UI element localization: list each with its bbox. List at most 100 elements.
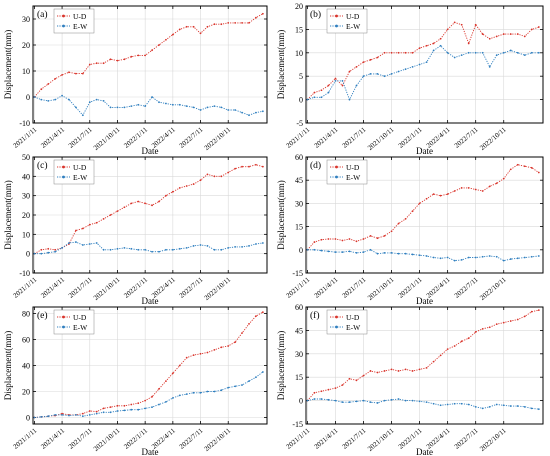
data-point-u-d (102, 217, 105, 220)
data-point-e-w (116, 106, 119, 109)
data-point-u-d (488, 185, 491, 188)
data-point-u-d (502, 177, 505, 180)
y-tick-label: 0 (299, 96, 303, 105)
data-point-u-d (467, 337, 470, 340)
data-point-e-w (109, 106, 112, 109)
data-point-e-w (383, 251, 386, 254)
legend-marker-e-w (62, 175, 65, 179)
data-point-e-w (306, 248, 309, 251)
data-point-e-w (261, 242, 264, 244)
data-point-u-d (165, 380, 167, 382)
data-point-e-w (151, 250, 153, 253)
data-point-u-d (411, 51, 414, 54)
data-point-e-w (474, 405, 477, 408)
data-point-u-d (151, 49, 153, 52)
data-point-u-d (81, 72, 84, 75)
x-tick-label: 2021/4/11 (313, 275, 340, 300)
data-point-e-w (418, 63, 421, 66)
data-point-e-w (81, 244, 84, 246)
panel-label: (d) (310, 160, 321, 171)
data-point-e-w (355, 400, 358, 403)
chart-panel-c: -10 0 10 20 30 40 50 2021/1/11 2021/4/11 2021/7/1… (3, 153, 268, 306)
data-point-u-d (439, 194, 442, 197)
data-point-u-d (248, 22, 250, 24)
data-point-u-d (206, 25, 209, 28)
data-point-e-w (446, 256, 449, 259)
legend-label-u-d: U-D (346, 313, 360, 322)
data-point-e-w (54, 98, 57, 101)
data-point-u-d (320, 238, 323, 241)
y-tick-label: 60 (295, 153, 303, 162)
data-point-e-w (341, 251, 344, 254)
y-tick-label: -15 (292, 420, 303, 429)
y-tick-label: 50 (22, 153, 30, 162)
data-point-e-w (88, 101, 91, 104)
data-point-u-d (61, 74, 63, 76)
data-point-e-w (171, 397, 174, 399)
data-point-u-d (178, 187, 181, 189)
data-point-e-w (185, 105, 188, 107)
data-point-e-w (61, 94, 63, 97)
data-point-e-w (116, 247, 119, 250)
data-point-e-w (369, 248, 372, 251)
data-point-u-d (530, 28, 533, 31)
data-point-u-d (88, 410, 91, 412)
data-point-e-w (453, 402, 456, 405)
data-point-e-w (460, 54, 463, 57)
legend-box (326, 309, 368, 335)
y-tick-label: 60 (22, 336, 30, 345)
data-point-e-w (425, 255, 428, 257)
data-point-e-w (47, 251, 50, 254)
data-point-u-d (509, 33, 512, 35)
y-axis-title: Displacement(mm) (276, 30, 286, 99)
data-point-e-w (130, 408, 133, 411)
data-point-u-d (404, 51, 407, 54)
data-point-e-w (88, 243, 91, 245)
data-point-u-d (383, 234, 386, 237)
data-point-e-w (68, 98, 70, 101)
legend-marker-u-d (62, 14, 65, 18)
data-point-u-d (81, 227, 84, 230)
data-point-u-d (241, 22, 243, 24)
y-axis-title: Displacement(mm) (3, 331, 13, 400)
data-point-u-d (234, 341, 237, 343)
data-point-u-d (348, 238, 351, 240)
data-point-u-d (390, 51, 393, 54)
data-point-e-w (261, 110, 264, 113)
data-point-u-d (192, 354, 195, 356)
x-tick-label: 2021/4/11 (39, 426, 66, 451)
data-point-e-w (376, 402, 379, 404)
data-point-u-d (453, 345, 456, 347)
x-tick-label: 2021/7/11 (67, 426, 94, 451)
data-point-e-w (199, 391, 202, 394)
data-point-e-w (516, 257, 519, 260)
data-point-u-d (341, 84, 344, 87)
legend-label-e-w: E-W (346, 323, 361, 332)
data-point-e-w (220, 106, 223, 109)
data-point-e-w (341, 401, 344, 404)
data-point-e-w (33, 416, 36, 419)
data-point-u-d (227, 22, 230, 24)
plot-frame (305, 156, 544, 274)
data-point-e-w (306, 98, 309, 101)
y-tick-label: 0 (299, 246, 303, 255)
data-point-u-d (418, 47, 421, 50)
data-point-u-d (171, 372, 174, 375)
data-point-e-w (467, 403, 470, 406)
data-point-u-d (220, 23, 223, 26)
data-point-e-w (488, 405, 491, 408)
y-tick-label: 0 (26, 250, 30, 259)
data-point-e-w (227, 386, 230, 389)
data-point-e-w (137, 408, 140, 411)
data-point-u-d (327, 238, 330, 240)
data-point-e-w (369, 72, 372, 75)
data-point-e-w (530, 407, 533, 410)
data-point-e-w (61, 246, 63, 249)
data-point-u-d (165, 38, 167, 41)
data-point-e-w (481, 255, 484, 258)
data-point-u-d (192, 25, 195, 28)
data-point-e-w (334, 79, 337, 82)
data-point-u-d (109, 214, 112, 216)
data-point-u-d (95, 221, 98, 224)
